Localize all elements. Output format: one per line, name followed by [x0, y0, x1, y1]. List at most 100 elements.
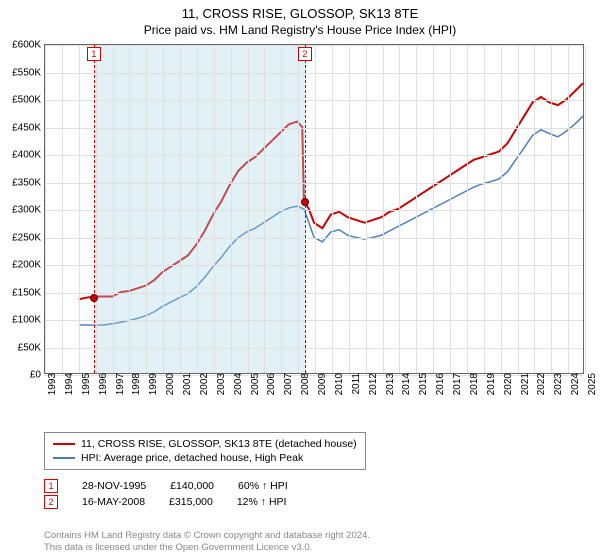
chart-area: £0£50K£100K£150K£200K£250K£300K£350K£400… — [0, 44, 600, 424]
x-tick-label: 2007 — [277, 373, 294, 395]
x-tick-label: 2012 — [362, 373, 379, 395]
events-table: 1 28-NOV-1995 £140,000 60% ↑ HPI 2 16-MA… — [44, 478, 288, 510]
gridline-v — [79, 45, 80, 373]
footnote-line: This data is licensed under the Open Gov… — [44, 542, 370, 554]
gridline-h — [45, 238, 583, 239]
x-tick-label: 2002 — [193, 373, 210, 395]
gridline-v — [214, 45, 215, 373]
y-tick-label: £250K — [12, 232, 45, 243]
y-tick-label: £350K — [12, 177, 45, 188]
event-marker-box: 1 — [87, 47, 101, 61]
y-tick-label: £450K — [12, 122, 45, 133]
x-tick-label: 2015 — [412, 373, 429, 395]
y-tick-label: £300K — [12, 205, 45, 216]
gridline-h — [45, 100, 583, 101]
titles: 11, CROSS RISE, GLOSSOP, SK13 8TE Price … — [0, 0, 600, 37]
x-tick-label: 2003 — [210, 373, 227, 395]
y-tick-label: £600K — [12, 40, 45, 51]
gridline-v — [298, 45, 299, 373]
gridline-h — [45, 183, 583, 184]
x-tick-label: 2004 — [227, 373, 244, 395]
gridline-v — [197, 45, 198, 373]
gridline-v — [467, 45, 468, 373]
x-tick-label: 2009 — [311, 373, 328, 395]
footnote-line: Contains HM Land Registry data © Crown c… — [44, 530, 370, 542]
x-tick-label: 1998 — [125, 373, 142, 395]
gridline-v — [180, 45, 181, 373]
event-date: 28-NOV-1995 — [82, 480, 146, 492]
title-address: 11, CROSS RISE, GLOSSOP, SK13 8TE — [0, 6, 600, 21]
gridline-v — [416, 45, 417, 373]
legend-swatch — [53, 443, 75, 445]
gridline-h — [45, 265, 583, 266]
gridline-h — [45, 128, 583, 129]
gridline-v — [129, 45, 130, 373]
legend-label: HPI: Average price, detached house, High… — [81, 452, 303, 464]
y-tick-label: £200K — [12, 260, 45, 271]
chart-container: 11, CROSS RISE, GLOSSOP, SK13 8TE Price … — [0, 0, 600, 560]
gridline-h — [45, 210, 583, 211]
event-marker-icon: 1 — [44, 479, 58, 493]
event-line — [305, 45, 306, 373]
x-tick-label: 2018 — [463, 373, 480, 395]
event-marker-icon: 2 — [44, 495, 58, 509]
x-tick-label: 2005 — [244, 373, 261, 395]
gridline-h — [45, 320, 583, 321]
x-tick-label: 2000 — [159, 373, 176, 395]
x-tick-label: 2001 — [176, 373, 193, 395]
event-price: £315,000 — [169, 496, 213, 508]
legend-label: 11, CROSS RISE, GLOSSOP, SK13 8TE (detac… — [81, 438, 357, 450]
legend-swatch — [53, 457, 75, 459]
event-date: 16-MAY-2008 — [82, 496, 145, 508]
title-subtitle: Price paid vs. HM Land Registry's House … — [0, 23, 600, 37]
event-marker-box: 2 — [298, 47, 312, 61]
event-row: 1 28-NOV-1995 £140,000 60% ↑ HPI — [44, 478, 288, 494]
legend: 11, CROSS RISE, GLOSSOP, SK13 8TE (detac… — [44, 432, 366, 470]
event-line — [94, 45, 95, 373]
gridline-v — [315, 45, 316, 373]
gridline-h — [45, 73, 583, 74]
x-tick-label: 2014 — [395, 373, 412, 395]
gridline-h — [45, 155, 583, 156]
y-tick-label: £150K — [12, 287, 45, 298]
gridline-v — [163, 45, 164, 373]
gridline-v — [366, 45, 367, 373]
legend-item: HPI: Average price, detached house, High… — [53, 451, 357, 465]
gridline-v — [332, 45, 333, 373]
x-tick-label: 1994 — [58, 373, 75, 395]
event-row: 2 16-MAY-2008 £315,000 12% ↑ HPI — [44, 494, 288, 510]
event-dot — [301, 198, 309, 206]
x-tick-label: 2016 — [429, 373, 446, 395]
x-tick-label: 2020 — [497, 373, 514, 395]
gridline-h — [45, 293, 583, 294]
gridline-v — [383, 45, 384, 373]
highlight-band — [94, 45, 305, 373]
x-tick-label: 2017 — [446, 373, 463, 395]
gridline-v — [113, 45, 114, 373]
gridline-h — [45, 45, 583, 46]
x-tick-label: 1995 — [75, 373, 92, 395]
gridline-v — [568, 45, 569, 373]
x-tick-label: 2019 — [480, 373, 497, 395]
gridline-v — [349, 45, 350, 373]
y-tick-label: £50K — [18, 342, 45, 353]
gridline-v — [264, 45, 265, 373]
gridline-v — [399, 45, 400, 373]
gridline-v — [281, 45, 282, 373]
x-tick-label: 2010 — [328, 373, 345, 395]
x-tick-label: 2013 — [379, 373, 396, 395]
gridline-h — [45, 348, 583, 349]
x-tick-label: 1996 — [92, 373, 109, 395]
y-tick-label: £550K — [12, 67, 45, 78]
event-price: £140,000 — [170, 480, 214, 492]
gridline-v — [534, 45, 535, 373]
event-delta: 60% ↑ HPI — [238, 480, 288, 492]
legend-item: 11, CROSS RISE, GLOSSOP, SK13 8TE (detac… — [53, 437, 357, 451]
plot-area: £0£50K£100K£150K£200K£250K£300K£350K£400… — [44, 44, 584, 374]
gridline-v — [248, 45, 249, 373]
gridline-v — [518, 45, 519, 373]
x-tick-label: 2024 — [564, 373, 581, 395]
gridline-v — [450, 45, 451, 373]
gridline-v — [231, 45, 232, 373]
x-tick-label: 2011 — [345, 373, 362, 395]
